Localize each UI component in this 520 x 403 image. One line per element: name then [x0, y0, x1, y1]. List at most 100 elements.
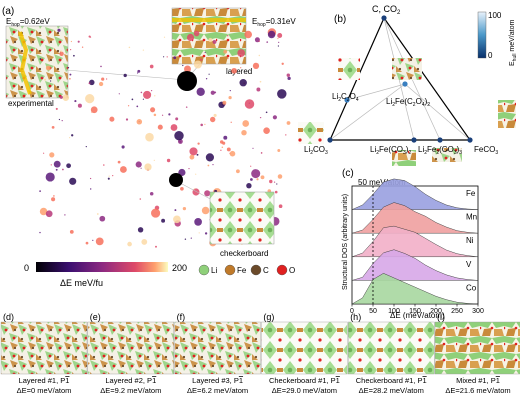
scatter-point: [276, 183, 278, 185]
scatter-point: [59, 95, 63, 99]
scatter-point: [244, 30, 252, 39]
scatter-point: [140, 167, 142, 169]
scatter-point: [269, 179, 273, 184]
scatter-point: [277, 149, 281, 152]
scatter-point: [95, 237, 104, 246]
scatter-point: [69, 78, 71, 80]
scatter-point: [244, 99, 255, 109]
scatter-point: [73, 54, 75, 57]
legend-swatch-li: [198, 264, 210, 276]
structure-image: [434, 321, 520, 375]
scatter-point: [61, 120, 63, 122]
scatter-point: [277, 174, 283, 179]
layered-structure: [171, 7, 247, 65]
legend-label-o: O: [289, 266, 295, 275]
legend-swatch-c: [250, 264, 262, 276]
feco3-label: FeCO3: [474, 145, 498, 156]
scatter-point: [193, 60, 202, 69]
scatter-point: [272, 115, 277, 120]
scatter-point: [228, 95, 232, 100]
scatter-point: [190, 237, 192, 239]
scatter-point: [278, 41, 280, 44]
scatter-point: [50, 164, 52, 166]
structure-name: Layered #3, P1: [192, 376, 243, 385]
dos-series-label-ni: Ni: [466, 236, 474, 245]
scatter-point: [137, 72, 139, 74]
scatter-point: [226, 147, 231, 152]
structure-name: Layered #1, P1: [19, 376, 70, 385]
li2co3-structure: [298, 122, 324, 144]
scatter-point: [285, 134, 287, 136]
legend-label-li: Li: [211, 266, 217, 275]
scatter-point: [39, 190, 41, 192]
scatter-point: [252, 62, 260, 70]
scatter-point: [149, 64, 154, 69]
panel-label: (g): [263, 312, 274, 322]
structure-name: Checkerboard #1, P1: [269, 376, 340, 385]
scatter-point: [59, 51, 64, 56]
scatter-point: [137, 227, 144, 233]
scatter-point: [45, 65, 51, 71]
scatter-point: [193, 30, 200, 37]
scatter-point: [184, 238, 187, 240]
scatter-point: [117, 160, 121, 164]
scatter-point: [49, 80, 52, 82]
scatter-point: [153, 113, 157, 117]
scatter-point: [127, 241, 132, 247]
scatter-point: [204, 123, 206, 125]
scatter-point: [67, 67, 70, 69]
scatter-point: [70, 40, 72, 43]
scatter-point: [278, 204, 283, 209]
ehull-max: 100: [488, 11, 502, 20]
scatter-point: [180, 186, 184, 191]
scatter-point: [151, 208, 161, 218]
scatter-point: [92, 239, 94, 241]
scatter-point: [123, 73, 127, 78]
scatter-point: [149, 191, 154, 196]
scatter-point: [198, 232, 200, 234]
li2fec2o4-point: [402, 81, 408, 87]
scatter-point: [223, 135, 228, 140]
scatter-point: [99, 215, 106, 222]
panel-label: (f): [177, 312, 186, 322]
c-point: [381, 15, 387, 21]
scatter-point: [166, 56, 168, 58]
structure-name: Layered #2, P1: [105, 376, 156, 385]
scatter-point: [222, 100, 227, 105]
scatter-point: [196, 87, 205, 96]
colorbar-max: 200: [172, 263, 187, 273]
scatter-point: [140, 91, 143, 94]
scatter-point: [144, 163, 152, 171]
tie-line-3: [329, 83, 406, 141]
li2fec2o4-structure: [392, 58, 422, 80]
panel-a-label: (a): [2, 6, 14, 17]
scatter-point: [150, 89, 153, 92]
scatter-point: [145, 132, 154, 142]
ehull-min: 0: [488, 51, 493, 60]
scatter-point: [195, 173, 197, 175]
scatter-point: [77, 103, 82, 108]
dos-xlabel: ΔE (meV/atom): [390, 311, 445, 320]
scatter-point: [118, 93, 120, 95]
scatter-point: [246, 183, 252, 189]
scatter-point: [204, 232, 208, 235]
scatter-point: [196, 153, 199, 156]
scatter-point: [229, 90, 231, 92]
scatter-point: [154, 95, 156, 97]
scatter-point: [210, 116, 216, 123]
experimental-label: experimental: [8, 99, 54, 108]
scatter-point: [277, 33, 283, 38]
scatter-point: [281, 62, 284, 65]
scatter-point: [131, 98, 134, 101]
structure-energy: ΔE=6.2 meV/atom: [187, 386, 248, 395]
structure-image: [87, 321, 175, 375]
scatter-point: [213, 113, 217, 117]
scatter-point: [208, 37, 213, 43]
legend-swatch-o: [276, 264, 288, 276]
scatter-point: [85, 93, 95, 104]
scatter-point: [188, 168, 190, 170]
scatter-point: [241, 129, 247, 136]
scatter-point: [223, 49, 228, 54]
